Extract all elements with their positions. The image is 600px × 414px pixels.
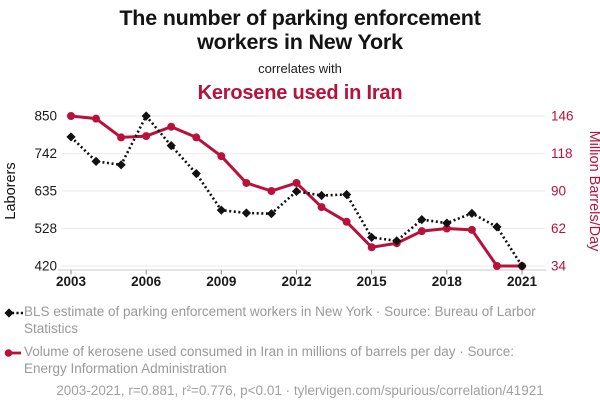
- legend-label-workers: BLS estimate of parking enforcement work…: [24, 304, 536, 336]
- x-tick-label: 2012: [281, 274, 311, 289]
- workers-data-point: [216, 205, 226, 215]
- left-tick-label: 850: [34, 109, 57, 124]
- chart-area: 2003 2006 2009 2012 2015 2018 2021 850 742 635 528…: [0, 100, 600, 300]
- correlates-with-text: correlates with: [258, 61, 342, 76]
- workers-data-point: [66, 132, 76, 142]
- kerosene-data-point: [192, 133, 201, 142]
- right-tick-label: 146: [551, 109, 574, 124]
- title-line-2: workers in New York: [197, 30, 403, 54]
- legend: BLS estimate of parking enforcement work…: [4, 303, 596, 383]
- workers-data-point: [392, 236, 402, 246]
- workers-data-point: [116, 160, 126, 170]
- kerosene-data-point: [417, 227, 426, 236]
- left-axis-title: Laborers: [3, 162, 19, 219]
- legend-item-kerosene: Volume of kerosene used consumed in Iran…: [4, 343, 596, 377]
- right-tick-label: 90: [551, 184, 566, 199]
- kerosene-data-point: [67, 112, 75, 120]
- left-tick-label: 635: [34, 184, 57, 199]
- kerosene-data-point: [92, 114, 101, 123]
- kerosene-data-point: [167, 122, 176, 131]
- workers-data-point: [442, 218, 452, 228]
- workers-data-point: [241, 208, 251, 218]
- kerosene-data-point: [267, 187, 276, 195]
- chart-header: The number of parking enforcement worker…: [0, 6, 600, 105]
- page-title: The number of parking enforcement worker…: [0, 6, 600, 54]
- workers-data-point: [417, 215, 427, 225]
- workers-data-point: [266, 209, 277, 219]
- workers-data-point: [367, 232, 377, 242]
- workers-data-point: [291, 186, 302, 196]
- right-tick-label: 118: [551, 146, 573, 161]
- dual-axis-line-chart: 2003 2006 2009 2012 2015 2018 2021 850 742 635 528…: [3, 109, 600, 290]
- kerosene-data-point: [442, 224, 451, 233]
- kerosene-data-point: [317, 203, 326, 212]
- kerosene-data-point: [142, 132, 151, 141]
- workers-data-point: [517, 261, 527, 271]
- x-tick-label: 2021: [507, 274, 538, 289]
- right-tick-label: 62: [551, 221, 566, 236]
- title-line-1: The number of parking enforcement: [119, 6, 481, 30]
- left-tick-label: 528: [34, 221, 57, 236]
- legend-label-kerosene: Volume of kerosene used consumed in Iran…: [24, 344, 515, 376]
- legend-item-workers: BLS estimate of parking enforcement work…: [4, 303, 596, 337]
- right-axis-title: Million Barrels/Day: [586, 131, 600, 253]
- kerosene-data-point: [117, 133, 126, 142]
- x-tick-label: 2003: [56, 274, 87, 289]
- kerosene-data-point: [217, 152, 226, 161]
- left-tick-label: 742: [34, 146, 57, 161]
- kerosene-data-point: [292, 178, 301, 187]
- workers-data-point: [91, 156, 101, 166]
- kerosene-data-point: [467, 225, 476, 234]
- stats-footer: 2003-2021, r=0.881, r²=0.776, p<0.01 · t…: [56, 383, 544, 398]
- diamond-dotted-line-icon: [4, 306, 24, 324]
- kerosene-data-point: [242, 178, 251, 187]
- workers-data-point: [191, 168, 201, 179]
- left-tick-label: 420: [34, 259, 57, 274]
- x-tick-label: 2009: [206, 274, 236, 289]
- workers-data-point: [166, 141, 176, 151]
- x-tick-label: 2015: [357, 274, 388, 289]
- right-tick-label: 34: [551, 259, 567, 274]
- kerosene-data-point: [492, 262, 501, 270]
- workers-data-point: [492, 222, 502, 232]
- workers-data-point: [342, 189, 352, 200]
- workers-data-point: [316, 190, 327, 201]
- secondary-title: Kerosene used in Iran: [197, 82, 403, 104]
- workers-data-point: [467, 208, 477, 218]
- kerosene-data-point: [342, 217, 351, 226]
- x-tick-label: 2018: [432, 274, 463, 289]
- circle-solid-line-icon: [4, 346, 24, 364]
- x-tick-label: 2006: [131, 274, 162, 289]
- kerosene-data-point: [367, 243, 376, 252]
